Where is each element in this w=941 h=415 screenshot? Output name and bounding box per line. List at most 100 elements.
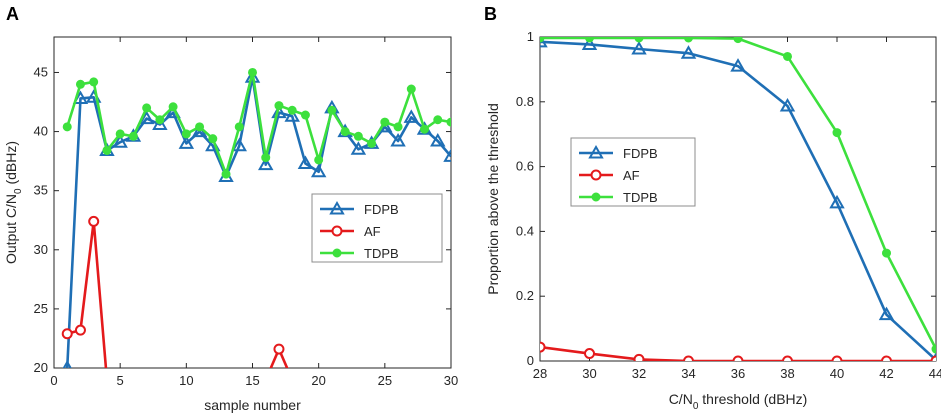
y-tick-label: 0.8 [516,94,534,109]
fdpb-point [138,110,155,125]
af-point [732,355,744,361]
y-axis-label-subscript: 0 [13,188,24,194]
x-axis-label-subscript: 0 [693,401,699,412]
tdpb-point [62,122,72,132]
fdpb-point [443,148,451,162]
tdpb-point [234,122,244,132]
fdpb-point [403,109,420,123]
x-axis-label-main: C/N [669,391,693,407]
af-point [683,355,694,361]
af-point [881,355,892,361]
tdpb-point [248,67,257,77]
af-point [831,355,843,361]
tdpb-point [783,51,792,61]
tdpb-point [420,124,430,134]
fdpb-point [244,69,261,83]
y-tick-label: 0 [527,353,534,368]
y-tick-label: 0.2 [516,288,534,303]
panel-label-a: A [6,4,19,24]
legend-af-marker [331,225,343,237]
y-tick-label: 35 [34,183,48,198]
y-tick-label: 30 [34,242,48,257]
tdpb-point [75,79,85,89]
af-point [61,328,73,340]
af-point [782,355,793,361]
tdpb-point [327,105,337,115]
tdpb-point [115,129,125,139]
af-point [273,343,285,355]
af-line [540,345,936,361]
y-axis-label: Proportion above the threshold [485,103,501,294]
plot-area [540,37,936,361]
tdpb-point [181,129,191,139]
fdpb-point [297,155,314,169]
fdpb-point [829,194,845,209]
af-point [74,324,86,336]
tdpb-point [882,248,891,258]
legend-af-label: AF [623,168,640,183]
tdpb-point [353,131,363,141]
legend-fdpb-marker [329,200,345,215]
legend-af-marker [590,169,602,181]
tdpb-point [102,145,112,155]
af-point [930,355,936,361]
tdpb-point [446,117,451,127]
fdpb-point [730,58,746,72]
fdpb-point [878,306,895,321]
tdpb-point [832,128,842,138]
fdpb-point [152,116,168,130]
tdpb-point [274,101,284,111]
x-tick-label: 10 [179,373,193,388]
tdpb-point [128,131,138,141]
fdpb-point [271,104,287,119]
tdpb-point [195,122,205,132]
y-tick-label: 1 [527,29,534,44]
legend-af-label: AF [364,224,381,239]
fdpb-point [62,359,72,368]
tdpb-point [221,169,231,179]
y-axis-label-main: Output C/N [3,194,19,264]
x-tick-label: 30 [444,373,458,388]
x-tick-label: 34 [681,366,695,381]
tdpb-point [634,37,644,43]
legend-tdpb-marker [332,248,342,258]
x-tick-label: 32 [632,366,646,381]
x-tick-label: 0 [50,373,57,388]
y-tick-label: 45 [34,64,48,79]
fdpb-point [581,37,598,50]
y-tick-label: 0.4 [516,223,534,238]
tdpb-point [142,103,152,113]
x-tick-label: 44 [929,366,941,381]
tdpb-point [433,115,443,125]
x-tick-label: 36 [731,366,745,381]
x-tick-label: 40 [830,366,844,381]
fdpb-point [350,141,367,155]
y-axis-label-unit: (dBHz) [3,141,19,188]
tdpb-point [540,37,545,43]
fdpb-point [310,163,327,178]
af-point [633,353,645,361]
fdpb-point [258,156,274,171]
x-tick-label: 30 [582,366,596,381]
x-tick-label: 25 [378,373,392,388]
legend-fdpb-label: FDPB [364,202,399,217]
x-tick-label: 28 [533,366,547,381]
tdpb-point [155,115,165,125]
tdpb-point [300,110,310,120]
x-axis-label-unit: threshold (dBHz) [698,391,807,407]
legend-fdpb-label: FDPB [623,146,658,161]
tdpb-point [89,77,99,87]
x-axis-label: C/N0 threshold (dBHz) [669,391,808,412]
fdpb-point [231,137,247,152]
tdpb-point [931,344,936,354]
x-tick-label: 15 [245,373,259,388]
tdpb-point [287,105,297,115]
fdpb-line [540,40,936,361]
tdpb-point [406,84,416,94]
plot-area [61,67,451,368]
y-tick-label: 25 [34,301,48,316]
af-point [88,215,100,227]
legend-fdpb-marker [588,144,604,159]
fdpb-point [284,108,300,122]
